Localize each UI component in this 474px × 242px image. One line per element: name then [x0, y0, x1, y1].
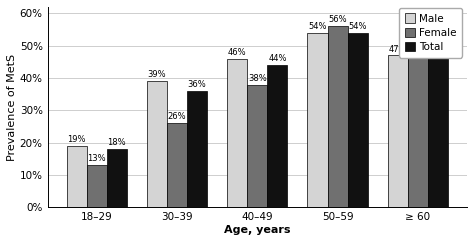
Bar [408, 33, 428, 207]
Bar [147, 81, 167, 207]
Bar [428, 46, 448, 207]
Bar [267, 65, 287, 207]
Text: 13%: 13% [87, 154, 106, 163]
Text: 38%: 38% [248, 74, 267, 83]
Bar [328, 26, 347, 207]
Bar [347, 33, 368, 207]
Text: 26%: 26% [168, 112, 186, 121]
Text: 56%: 56% [328, 15, 347, 24]
X-axis label: Age, years: Age, years [224, 225, 291, 235]
Text: 39%: 39% [148, 70, 166, 79]
Bar [67, 146, 87, 207]
Bar [167, 123, 187, 207]
Text: 54%: 54% [348, 22, 367, 31]
Bar [308, 33, 328, 207]
Text: 36%: 36% [188, 80, 207, 89]
Text: 50%: 50% [428, 35, 447, 44]
Bar [227, 59, 247, 207]
Text: 54%: 54% [308, 22, 327, 31]
Y-axis label: Prevalence of MetS: Prevalence of MetS [7, 54, 17, 161]
Text: 18%: 18% [108, 138, 126, 147]
Text: 19%: 19% [67, 135, 86, 144]
Bar [107, 149, 127, 207]
Legend: Male, Female, Total: Male, Female, Total [400, 8, 462, 58]
Bar [388, 55, 408, 207]
Bar [247, 84, 267, 207]
Text: 54%: 54% [409, 22, 427, 31]
Bar [87, 165, 107, 207]
Text: 47%: 47% [389, 45, 407, 53]
Text: 44%: 44% [268, 54, 287, 63]
Text: 46%: 46% [228, 48, 246, 57]
Bar [187, 91, 207, 207]
